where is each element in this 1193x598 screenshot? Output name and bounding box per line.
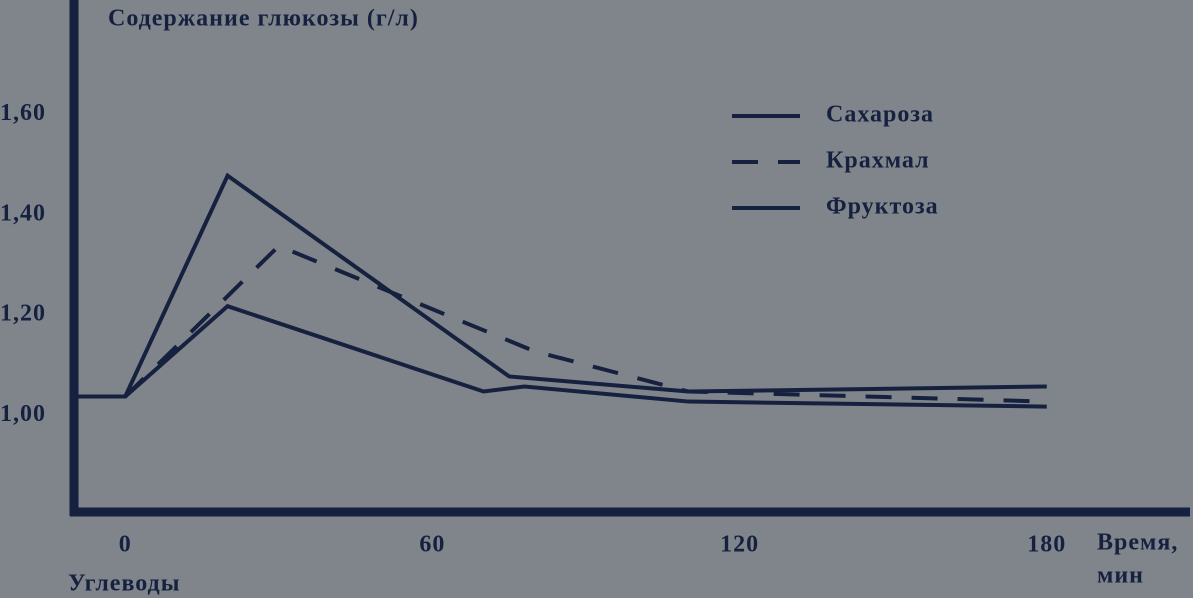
y-tick-label: 1,00: [0, 401, 46, 427]
y-tick-label: 1,60: [0, 100, 46, 126]
legend-label: Крахмал: [826, 148, 930, 174]
x-axis-label: мин: [1097, 563, 1144, 589]
y-axis-label: Содержание глюкозы (г/л): [108, 6, 419, 32]
x-tick-label: 60: [419, 532, 445, 558]
y-tick-label: 1,40: [0, 200, 46, 226]
x-tick-label: 180: [1027, 532, 1066, 558]
x-axis-label: Время,: [1097, 530, 1178, 556]
x-tick-label: 0: [119, 532, 132, 558]
y-tick-label: 1,20: [0, 301, 46, 327]
x-tick-label: 120: [720, 532, 759, 558]
legend-label: Фруктоза: [826, 194, 939, 220]
annotation: Углеводы: [68, 571, 180, 597]
data-line: [123, 243, 1047, 404]
data-line: [123, 303, 1047, 409]
data-line: [74, 172, 1047, 399]
legend-label: Сахароза: [826, 102, 934, 128]
